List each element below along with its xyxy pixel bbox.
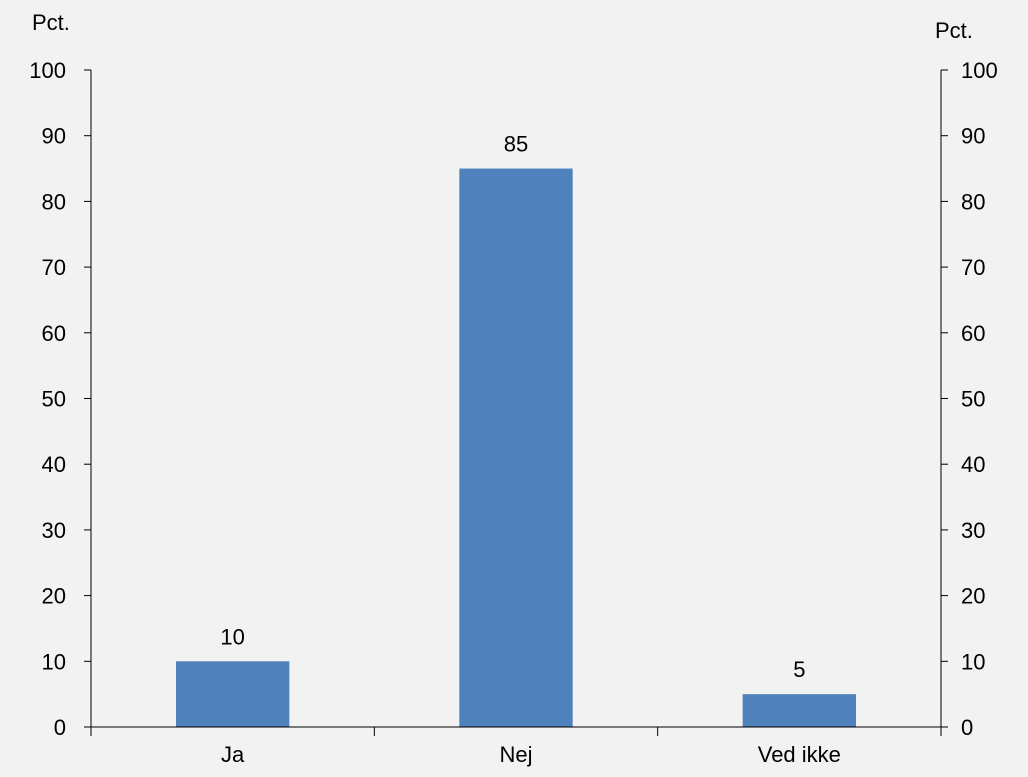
left-axis-unit-label: Pct. <box>32 10 70 35</box>
right-y-axis-ticks: 0 10 20 30 40 50 60 70 80 90 100 <box>941 58 998 740</box>
x-axis-group: Ja Nej Ved ikke <box>90 70 942 767</box>
left-y-tick-label: 10 <box>42 649 66 674</box>
left-y-tick-label: 0 <box>54 715 66 740</box>
right-y-tick-label: 80 <box>961 189 985 214</box>
x-category-label: Ved ikke <box>758 742 841 767</box>
right-y-tick-label: 50 <box>961 387 985 412</box>
data-label: 5 <box>793 657 805 682</box>
right-y-tick-label: 20 <box>961 584 985 609</box>
right-y-tick-label: 10 <box>961 649 985 674</box>
data-label: 85 <box>504 132 528 157</box>
left-y-tick-label: 70 <box>42 255 66 280</box>
right-axis-unit-label: Pct. <box>935 18 973 43</box>
x-category-label: Ja <box>221 742 245 767</box>
right-y-tick-label: 100 <box>961 58 998 83</box>
left-y-tick-label: 100 <box>29 58 66 83</box>
left-y-tick-label: 30 <box>42 518 66 543</box>
data-label: 10 <box>220 624 244 649</box>
bars-group: 10 85 5 <box>176 132 856 728</box>
bar-nej <box>459 168 573 728</box>
right-y-tick-label: 70 <box>961 255 985 280</box>
left-y-tick-label: 80 <box>42 189 66 214</box>
right-y-tick-label: 0 <box>961 715 973 740</box>
right-y-tick-label: 30 <box>961 518 985 543</box>
bar-ved-ikke <box>742 694 856 727</box>
right-y-tick-label: 90 <box>961 124 985 149</box>
left-y-tick-label: 20 <box>42 584 66 609</box>
x-category-label: Nej <box>499 742 532 767</box>
left-y-tick-label: 60 <box>42 321 66 346</box>
left-y-axis-ticks: 0 10 20 30 40 50 60 70 80 90 100 <box>29 58 91 740</box>
bar-ja <box>176 661 290 727</box>
left-y-tick-label: 90 <box>42 124 66 149</box>
right-y-tick-label: 40 <box>961 452 985 477</box>
left-y-tick-label: 50 <box>42 387 66 412</box>
right-y-tick-label: 60 <box>961 321 985 346</box>
left-y-tick-label: 40 <box>42 452 66 477</box>
